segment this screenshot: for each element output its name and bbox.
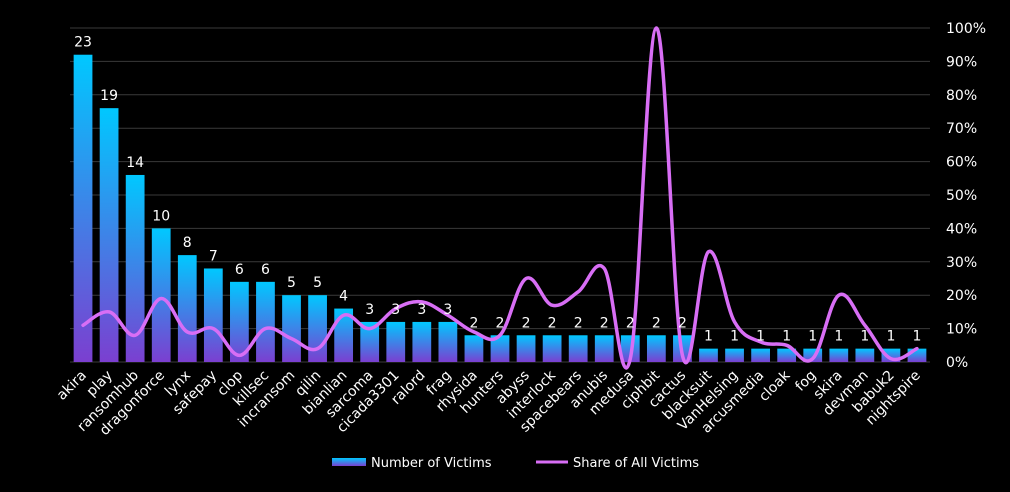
- data-label-nightspire: 1: [913, 329, 922, 345]
- data-label-VanHelsing: 1: [730, 329, 739, 345]
- data-label-cactus: 2: [678, 315, 687, 331]
- data-label-babuk2: 1: [886, 329, 895, 345]
- bar-devman: [855, 349, 874, 362]
- bar-incransom: [282, 295, 301, 362]
- right-axis-tick-label: 10%: [946, 322, 977, 338]
- bar-nightspire: [908, 349, 927, 362]
- right-axis-tick-label: 50%: [946, 188, 977, 204]
- data-label-akira: 23: [74, 35, 92, 51]
- data-label-arcusmedia: 1: [756, 329, 765, 345]
- data-label-bianlian: 4: [339, 289, 348, 305]
- data-label-play: 19: [100, 88, 118, 104]
- data-label-ciphbit: 2: [652, 315, 661, 331]
- right-axis-tick-label: 70%: [946, 121, 977, 137]
- bar-arcusmedia: [751, 349, 770, 362]
- right-axis-tick-label: 30%: [946, 255, 977, 271]
- data-label-lynx: 8: [183, 235, 192, 251]
- bar-anubis: [595, 335, 614, 362]
- right-axis-tick-label: 40%: [946, 221, 977, 237]
- bar-rhysida: [465, 335, 484, 362]
- bar-akira: [74, 55, 93, 362]
- right-axis-tick-label: 100%: [946, 21, 986, 37]
- data-label-abyss: 2: [522, 315, 531, 331]
- data-label-fog: 1: [808, 329, 817, 345]
- bar-ciphbit: [647, 335, 666, 362]
- right-y-axis-labels: 0% 10% 20% 30% 40% 50% 60% 70% 80% 90% 100%: [946, 21, 986, 371]
- bar-abyss: [517, 335, 536, 362]
- bar-blacksuit: [699, 349, 718, 362]
- bar-safepay: [204, 268, 223, 362]
- category-label-cloak: cloak: [756, 367, 794, 405]
- data-label-interlock: 2: [548, 315, 557, 331]
- legend-bar-swatch: [332, 458, 366, 466]
- data-label-safepay: 7: [209, 248, 218, 264]
- bar-lynx: [178, 255, 197, 362]
- right-axis-tick-label: 0%: [946, 355, 968, 371]
- data-label-medusa: 2: [626, 315, 635, 331]
- data-label-skira: 1: [834, 329, 843, 345]
- bar-skira: [829, 349, 848, 362]
- data-label-spacebears: 2: [574, 315, 583, 331]
- bar-VanHelsing: [725, 349, 744, 362]
- right-axis-tick-label: 20%: [946, 288, 977, 304]
- right-axis-tick-label: 80%: [946, 88, 977, 104]
- bar-dragonforce: [152, 228, 171, 362]
- category-label-akira: akira: [54, 368, 90, 404]
- data-label-killsec: 6: [261, 262, 270, 278]
- data-label-incransom: 5: [287, 275, 296, 291]
- data-label-sarcoma: 3: [365, 302, 374, 318]
- right-axis-tick-label: 60%: [946, 155, 977, 171]
- data-label-rhysida: 2: [469, 315, 478, 331]
- data-label-dragonforce: 10: [152, 208, 170, 224]
- bar-play: [100, 108, 119, 362]
- data-label-devman: 1: [860, 329, 869, 345]
- data-label-cloak: 1: [782, 329, 791, 345]
- bar-cicada3301: [386, 322, 405, 362]
- right-axis-tick-label: 90%: [946, 54, 977, 70]
- bar-interlock: [543, 335, 562, 362]
- data-label-ransomhub: 14: [126, 155, 144, 171]
- data-label-frag: 3: [443, 302, 452, 318]
- data-label-clop: 6: [235, 262, 244, 278]
- x-axis-labels: akiraplayransomhubdragonforcelynxsafepay…: [54, 367, 924, 439]
- bar-qilin: [308, 295, 327, 362]
- bar-frag: [438, 322, 457, 362]
- legend-bar-label: Number of Victims: [371, 456, 492, 471]
- data-label-anubis: 2: [600, 315, 609, 331]
- data-label-hunters: 2: [496, 315, 505, 331]
- legend: Number of Victims Share of All Victims: [332, 456, 699, 471]
- data-label-blacksuit: 1: [704, 329, 713, 345]
- bar-killsec: [256, 282, 275, 362]
- data-label-cicada3301: 3: [391, 302, 400, 318]
- data-labels: 23 19 14 10 8 7 6 6 5 5 4 3 3 3 3 2 2 2 2 2 2 2 2 2 1 1 1 1 1 1 1 1 1: [74, 35, 921, 345]
- data-label-qilin: 5: [313, 275, 322, 291]
- bar-spacebears: [569, 335, 588, 362]
- legend-line-label: Share of All Victims: [573, 456, 699, 471]
- gridlines: [70, 28, 930, 362]
- data-label-ralord: 3: [417, 302, 426, 318]
- bar-ralord: [412, 322, 431, 362]
